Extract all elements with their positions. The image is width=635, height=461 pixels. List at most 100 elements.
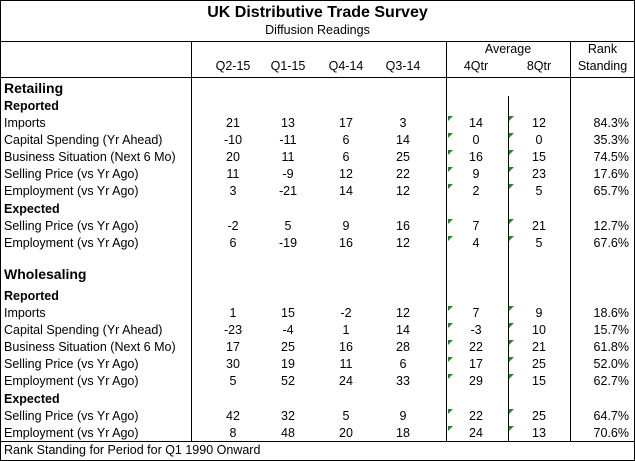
table-cell: 21 [532,340,546,354]
rank-cell: 62.7% [593,374,629,388]
comment-marker-icon [509,133,514,138]
group-title: Expected [4,392,60,406]
table-cell: 11 [339,357,353,371]
table-cell: 11 [226,167,240,181]
table-cell: 17 [226,340,240,354]
table-cell: 24 [339,374,353,388]
table-cell: 3 [399,116,407,130]
row-label: Selling Price (vs Yr Ago) [4,357,139,371]
table-cell: 14 [396,323,410,337]
comment-marker-icon [509,409,514,414]
comment-marker-icon [448,133,453,138]
row-label: Selling Price (vs Yr Ago) [4,409,139,423]
table-cell: 6 [229,236,237,250]
divider [1,441,634,442]
table-cell: 12 [532,116,546,130]
table-cell: 10 [532,323,546,337]
table-cell: 42 [226,409,240,423]
rank-cell: 15.7% [593,323,629,337]
table-cell: 2 [472,184,480,198]
section-title: Retailing [4,80,64,96]
comment-marker-icon [448,374,453,379]
group-title: Reported [4,99,59,113]
divider [508,96,509,441]
table-cell: 5 [535,236,543,250]
table-cell: 22 [469,409,483,423]
table-cell: 52 [281,374,295,388]
rank-cell: 52.0% [593,357,629,371]
table-cell: 32 [281,409,295,423]
group-title: Expected [4,202,60,216]
table-cell: -19 [278,236,298,250]
rank-cell: 65.7% [593,184,629,198]
table-cell: 12 [396,236,410,250]
table-cell: 15 [281,306,295,320]
row-label: Employment (vs Yr Ago) [4,236,139,250]
table-cell: 8 [229,426,237,440]
table-cell: 20 [339,426,353,440]
table-cell: 33 [396,374,410,388]
table-cell: 9 [342,219,350,233]
comment-marker-icon [448,340,453,345]
table-cell: 48 [281,426,295,440]
divider [191,41,192,441]
table-cell: 16 [469,150,483,164]
comment-marker-icon [509,184,514,189]
comment-marker-icon [448,236,453,241]
table-cell: 16 [339,340,353,354]
table-cell: 17 [469,357,483,371]
table-cell: 5 [229,374,237,388]
table-cell: -23 [223,323,243,337]
rank-cell: 18.6% [593,306,629,320]
table-cell: 21 [226,116,240,130]
row-label: Employment (vs Yr Ago) [4,374,139,388]
row-label: Business Situation (Next 6 Mo) [4,340,176,354]
comment-marker-icon [448,184,453,189]
table-cell: 25 [532,357,546,371]
row-label: Capital Spending (Yr Ahead) [4,323,163,337]
table-cell: 1 [229,306,237,320]
table-cell: 11 [281,150,295,164]
rank-cell: 74.5% [593,150,629,164]
group-title: Reported [4,289,59,303]
table-cell: -2 [340,306,352,320]
rank-cell: 61.8% [593,340,629,354]
table-cell: 9 [535,306,543,320]
table-cell: 6 [399,357,407,371]
comment-marker-icon [448,116,453,121]
rank-cell: 12.7% [593,219,629,233]
table-cell: 14 [469,116,483,130]
comment-marker-icon [448,150,453,155]
comment-marker-icon [509,150,514,155]
table-cell: 23 [532,167,546,181]
comment-marker-icon [509,340,514,345]
table-cell: 15 [532,150,546,164]
table-cell: 9 [472,167,480,181]
divider [1,41,634,42]
column-header: Q1-15 [270,59,306,73]
table-cell: 14 [339,184,353,198]
column-header: Q3-14 [385,59,421,73]
comment-marker-icon [448,219,453,224]
table-cell: 22 [396,167,410,181]
table-cell: 5 [284,219,292,233]
table-subtitle: Diffusion Readings [265,23,370,37]
row-label: Selling Price (vs Yr Ago) [4,167,139,181]
divider [570,41,571,441]
rank-cell: 17.6% [593,167,629,181]
comment-marker-icon [509,323,514,328]
comment-marker-icon [509,357,514,362]
table-cell: 6 [342,150,350,164]
comment-marker-icon [509,236,514,241]
table-cell: -21 [278,184,298,198]
comment-marker-icon [509,306,514,311]
table-cell: 25 [281,340,295,354]
table-cell: 4 [472,236,480,250]
table-cell: 12 [396,306,410,320]
footnote: Rank Standing for Period for Q1 1990 Onw… [4,443,261,457]
column-header: Q2-15 [215,59,251,73]
table-cell: 30 [226,357,240,371]
comment-marker-icon [509,426,514,431]
rank-cell: 70.6% [593,426,629,440]
table-cell: 28 [396,340,410,354]
